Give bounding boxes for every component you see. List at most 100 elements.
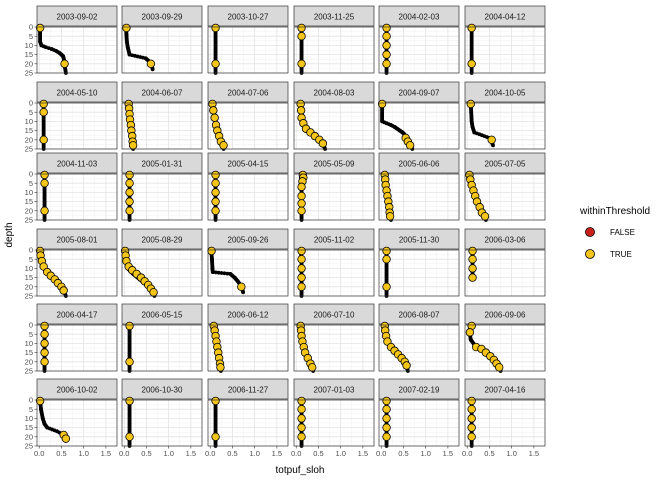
sample-point-true (297, 273, 306, 282)
sample-point-true (297, 191, 306, 201)
sample-point-true (297, 414, 306, 423)
y-tick-label: 0 (29, 99, 33, 108)
facet-strip-label: 2004-09-07 (399, 89, 440, 98)
x-axis-tick-labels: 0.0 0.5 1.0 1.5 0.0 0.5 1.0 1.5 0.0 0.5 1.0 1.5 0.0 0… (34, 446, 539, 458)
profile-point (219, 271, 224, 275)
facet-strip (207, 81, 289, 103)
sample-point-true (297, 182, 306, 192)
sample-point-true (382, 246, 391, 256)
facet-strip (207, 228, 289, 250)
legend-entries: FALSE TRUE (585, 227, 635, 259)
facet-strip (36, 152, 118, 174)
y-tick-label: 15 (25, 423, 33, 432)
sample-point-true (468, 273, 477, 282)
sample-point-true (467, 59, 476, 68)
facet-panel: 2006-03-06 (464, 228, 546, 297)
y-tick-label: 25 (25, 145, 33, 154)
x-tick-label: 0.5 (227, 449, 237, 458)
y-tick-label: 5 (29, 108, 33, 117)
y-tick-label: 15 (25, 348, 33, 357)
y-tick-label: 25 (25, 292, 33, 301)
facet-strip (378, 5, 460, 27)
profile-point (213, 270, 218, 275)
sample-point-true (210, 113, 219, 122)
facet-strip-label: 2004-08-03 (314, 89, 355, 98)
sample-point-true (465, 328, 475, 337)
facet-panel: 2006-05-15 (121, 303, 203, 373)
sample-point-true (40, 206, 49, 215)
facet-strip-label: 2005-11-30 (399, 236, 440, 245)
facet-panel: 2006-08-07 (378, 303, 460, 373)
facet-strip (121, 5, 203, 27)
panel-border (378, 324, 460, 372)
panel-border (36, 102, 118, 150)
panel-border (36, 249, 118, 297)
facet-strip-label: 2007-04-16 (485, 386, 526, 395)
facet-panel: 2004-10-05 (464, 81, 546, 150)
y-tick-label: 15 (25, 50, 33, 59)
y-axis-title: depth (4, 222, 15, 247)
sample-point-true (468, 255, 477, 264)
facet-strip (293, 81, 375, 103)
profile-point (491, 143, 495, 148)
x-tick-label: 0.5 (141, 449, 151, 458)
facet-strip-label: 2004-02-03 (399, 13, 440, 22)
x-tick-label: 1.5 (272, 449, 282, 458)
facet-strip (207, 303, 289, 325)
facet-panel: 2006-06-12 (207, 303, 289, 373)
panel-border (378, 399, 460, 447)
facet-strip-label: 2003-09-29 (142, 13, 183, 22)
x-tick-label: 0.0 (119, 449, 129, 458)
facet-strip-label: 2003-09-02 (57, 13, 98, 22)
facet-strip (293, 303, 375, 325)
panel-border (293, 324, 375, 372)
sample-point-true (125, 396, 134, 406)
panel-border (464, 102, 546, 150)
panel-border (293, 26, 375, 74)
x-tick-label: 1.0 (335, 449, 345, 458)
sample-point-true (207, 246, 216, 256)
panel-border (207, 399, 289, 447)
facet-strip (464, 5, 546, 27)
y-tick-label: 0 (29, 23, 33, 32)
facet-panel: 2004-08-03 (293, 81, 375, 151)
profile-point (46, 46, 51, 51)
x-axis-title: totpuf_sloh (276, 465, 325, 476)
x-tick-label: 0.0 (462, 449, 472, 458)
facet-strip (207, 378, 289, 400)
sample-point-true (318, 139, 328, 148)
y-tick-label: 5 (29, 32, 33, 41)
y-tick-label: 20 (25, 357, 33, 366)
facet-panel: 2006-11-27 (207, 378, 289, 448)
panel-border (293, 173, 375, 221)
sample-point-true (146, 59, 156, 68)
facet-strip-label: 2005-08-29 (142, 236, 183, 245)
y-tick-label: 5 (29, 405, 33, 414)
facet-strip-label: 2006-08-07 (399, 311, 440, 320)
sample-point-true (211, 197, 220, 206)
y-tick-label: 0 (29, 170, 33, 179)
facet-panels: 2003-09-02 2003-09-29 2003-10-27 2003-11-25… (35, 5, 546, 448)
facet-strip (36, 378, 118, 400)
panel-border (464, 399, 546, 447)
facet-panel: 2004-07-06 (207, 81, 289, 151)
sample-point-true (297, 59, 306, 68)
sample-point-true (308, 363, 317, 372)
sample-point-true (125, 206, 134, 215)
legend-title: withinThreshold (579, 206, 650, 217)
facet-strip (464, 378, 546, 400)
sample-point-true (211, 23, 220, 33)
sample-point-true (382, 32, 391, 41)
y-tick-label: 10 (25, 264, 33, 273)
sample-point-true (297, 255, 306, 264)
sample-point-true (149, 288, 158, 297)
facet-strip-label: 2004-10-05 (485, 89, 526, 98)
facet-strip-label: 2005-11-02 (314, 236, 355, 245)
facet-strip (36, 81, 118, 103)
panel-border (378, 249, 460, 297)
y-tick-label: 15 (25, 126, 33, 135)
y-tick-label: 20 (25, 135, 33, 144)
panel-border (293, 102, 375, 150)
y-tick-label: 20 (25, 282, 33, 291)
